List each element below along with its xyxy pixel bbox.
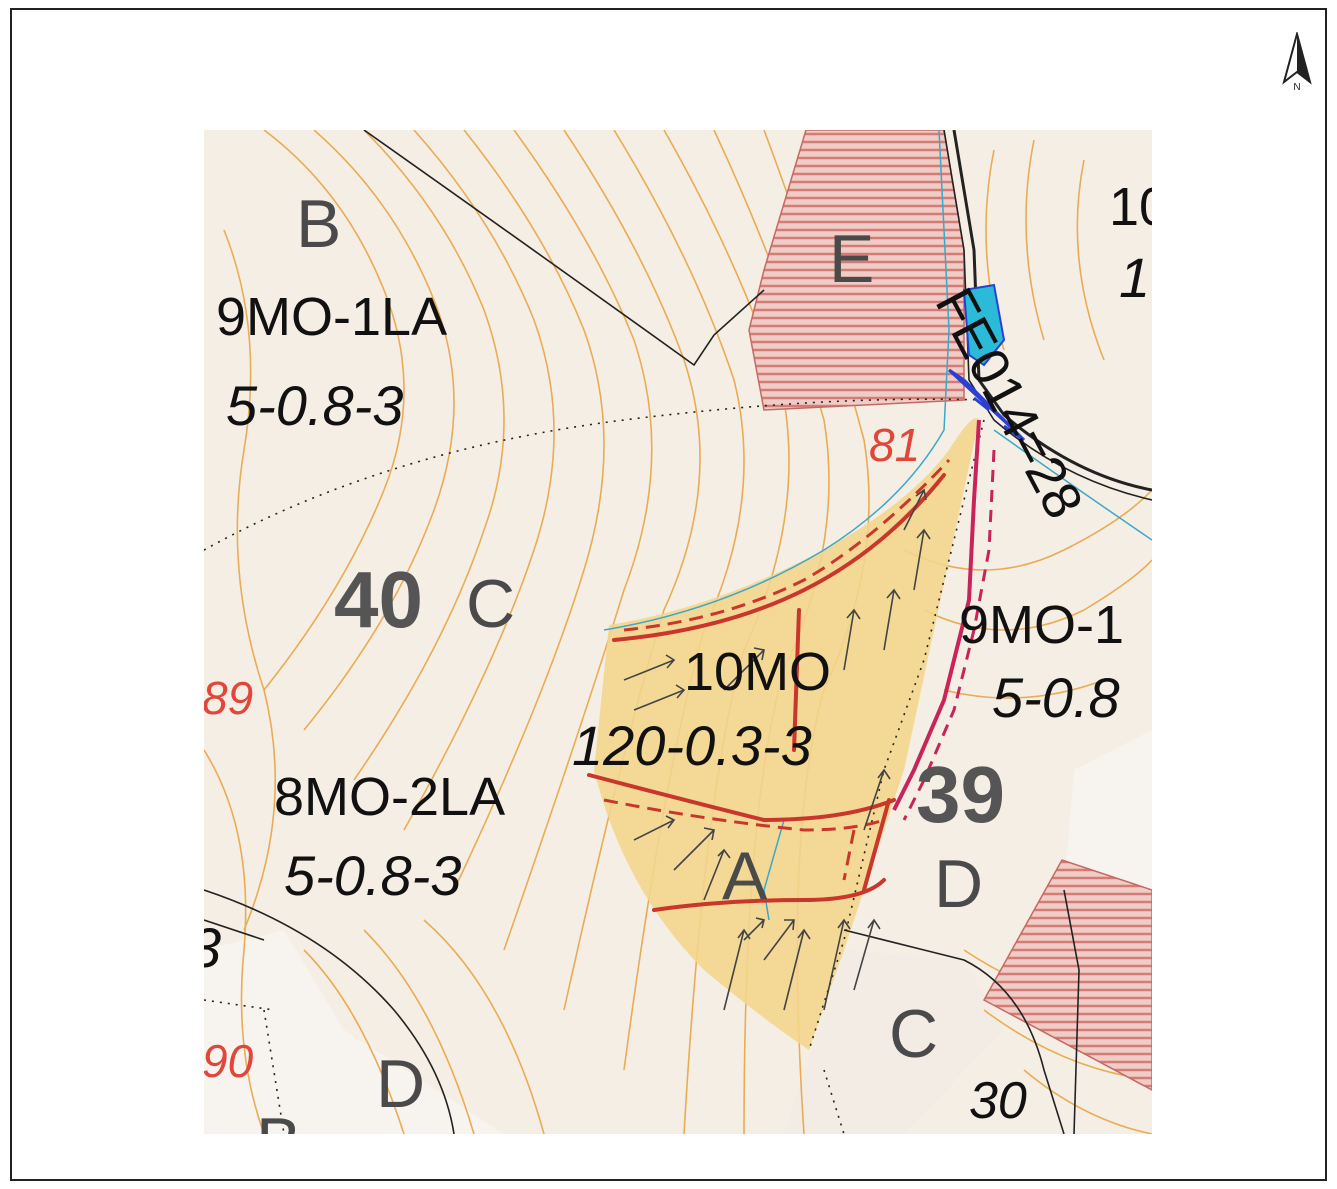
stream-line-3: [993, 429, 1152, 541]
red-number-90: 90: [204, 1035, 254, 1087]
stream-line-2: [763, 819, 785, 921]
cyan-fill-marker: [962, 283, 1006, 367]
edge-fragment-top-right-1: 10: [1109, 177, 1152, 237]
parcel-10mo: [594, 418, 979, 1050]
stand-code-sw: 8MO-2LA: [274, 767, 506, 827]
map-frame: N: [10, 8, 1327, 1181]
zone-letter-a: A: [722, 838, 768, 914]
dotted-lines: [204, 398, 985, 1134]
white-area-right-lower: [784, 950, 1004, 1134]
compartment-number-39: 39: [916, 750, 1005, 839]
north-arrow-icon: N: [1282, 32, 1312, 92]
slope-arrows: [623, 488, 931, 1011]
white-area-bottom-left: [204, 930, 504, 1134]
hatched-zone-southeast: [982, 859, 1152, 1091]
map-graphics: [204, 130, 1152, 1134]
stand-params-center: 120-0.3-3: [572, 714, 812, 777]
stand-code-east: 9MO-1: [959, 595, 1125, 655]
edge-fragment-bottom-number: 30: [969, 1072, 1027, 1130]
zone-letter-e: E: [829, 221, 875, 297]
red-number-89: 89: [204, 672, 254, 724]
edge-fragment-bottom-left: B: [256, 1108, 301, 1134]
zone-letter-b: B: [296, 186, 342, 262]
boundary-lines: [204, 130, 1152, 1134]
red-number-81: 81: [869, 419, 921, 471]
stream-line: [603, 130, 950, 631]
magenta-boundary: [892, 419, 981, 811]
edge-fragment-left: 3: [204, 920, 221, 976]
red-boundaries: [587, 473, 946, 912]
zone-letter-c-bottom: C: [889, 996, 939, 1072]
stand-params-sw: 5-0.8-3: [284, 844, 462, 907]
zone-letter-d-right: D: [934, 846, 984, 922]
magenta-dashed-boundary: [902, 449, 996, 821]
north-label: N: [1293, 82, 1300, 92]
edge-fragment-top-right-2: 1: [1119, 246, 1151, 309]
stand-params-nw: 5-0.8-3: [226, 374, 404, 437]
map-panel[interactable]: B E C A D C D 9MO-1LA 5-0.8-3 8MO-2LA 5-…: [204, 130, 1152, 1134]
stand-params-east: 5-0.8: [992, 666, 1120, 729]
blue-culvert-marker: [947, 368, 1026, 442]
zone-letter-c-mid: C: [466, 566, 516, 642]
red-dashed-boundaries: [603, 458, 951, 881]
zone-letter-d-bottom: D: [376, 1046, 426, 1122]
stand-code-center: 10MO: [684, 642, 832, 702]
compartment-number-40: 40: [334, 555, 423, 644]
white-area-right: [1064, 730, 1152, 910]
stand-code-nw: 9MO-1LA: [216, 287, 448, 347]
